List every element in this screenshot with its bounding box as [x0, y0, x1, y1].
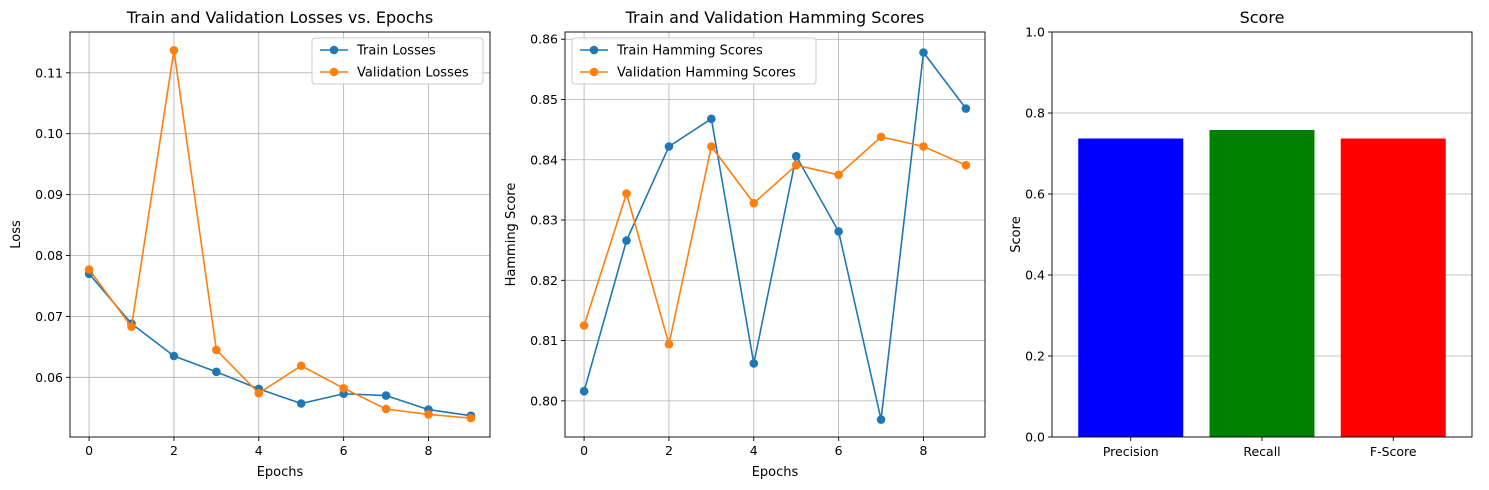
legend-label: Train Losses — [356, 44, 436, 59]
series-2-point — [339, 383, 348, 393]
axes-frame — [69, 31, 491, 438]
series-2-point — [622, 189, 631, 198]
series-2-point — [961, 160, 971, 170]
y-tick-label: 0.86 — [530, 32, 558, 47]
y-tick-label: 0.09 — [35, 187, 63, 202]
series-2-point — [381, 404, 391, 414]
y-axis-label: Score — [1009, 216, 1024, 252]
series-1-point — [622, 236, 631, 245]
y-axis-label: Hamming Score — [504, 183, 519, 287]
y-tick-label: 0.85 — [530, 92, 558, 107]
series-1-point — [961, 104, 971, 113]
y-tick-label: 0.80 — [530, 393, 558, 408]
series-2-point — [664, 339, 674, 349]
series-1-point — [834, 227, 843, 236]
series-1-point — [876, 415, 886, 424]
x-tick-label: 2 — [665, 443, 673, 458]
legend: Train Losses Validation Losses — [311, 37, 484, 85]
series-1-point — [212, 367, 221, 377]
x-tick-label: F-Score — [1370, 444, 1417, 459]
chart-title: Train and Validation Losses vs. Epochs — [126, 8, 433, 27]
x-tick-label: 6 — [835, 443, 843, 458]
x-tick-label: 6 — [340, 443, 348, 458]
x-tick-label: 0 — [580, 443, 588, 458]
y-tick-label: 0.4 — [1025, 268, 1045, 283]
chart-title: Score — [1240, 8, 1285, 27]
series-2-point — [707, 142, 716, 151]
x-tick-label: Recall — [1243, 444, 1280, 459]
series-line-1 — [88, 273, 472, 417]
y-tick-label: 0.2 — [1025, 349, 1045, 364]
series-2-point — [834, 170, 843, 180]
legend-marker-1 — [329, 45, 339, 55]
series-line-1 — [583, 50, 967, 420]
series-1-point — [169, 351, 179, 361]
series-2-point — [169, 45, 179, 55]
y-tick-label: 0.07 — [35, 309, 63, 324]
x-axis-label: Epochs — [257, 465, 304, 480]
y-tick-label: 0.08 — [35, 248, 63, 263]
chart-panel-1: 0.06 0.07 0.08 0.09 0.10 0.11 0 2 4 6 8 Train and V… — [9, 8, 491, 480]
legend-marker-2 — [329, 67, 339, 77]
chart-title: Train and Validation Hamming Scores — [625, 8, 925, 27]
chart-panel-3: 0.0 0.2 0.4 0.6 0.8 1.0 Precision Recall F-Score… — [1009, 8, 1473, 459]
y-tick-label: 0.8 — [1025, 106, 1045, 121]
series-2-point — [466, 413, 476, 423]
bar-f-score — [1340, 138, 1446, 437]
series-2-point — [127, 322, 136, 332]
x-axis-label: Epochs — [752, 465, 799, 480]
series-2-point — [919, 142, 928, 151]
series-line-2 — [88, 50, 471, 419]
series-2-point — [296, 361, 306, 371]
x-tick-label: 4 — [750, 443, 758, 458]
bar-precision — [1078, 138, 1184, 437]
series-1-point — [749, 359, 759, 368]
series-2-point — [579, 321, 589, 330]
series-2-point — [84, 265, 94, 274]
y-tick-label: 0.84 — [530, 152, 558, 167]
series-line-2 — [583, 135, 967, 345]
series-2-point — [212, 345, 221, 355]
legend-marker-2 — [589, 67, 599, 77]
y-tick-label: 1.0 — [1025, 25, 1045, 40]
series-1-point — [919, 48, 928, 57]
legend-label: Validation Hamming Scores — [617, 66, 796, 81]
legend-label: Train Hamming Scores — [616, 44, 763, 59]
y-tick-label: 0.83 — [530, 213, 558, 228]
series-1-point — [381, 391, 391, 400]
series-1-point — [579, 386, 589, 396]
bar-recall — [1209, 130, 1315, 437]
series-2-point — [876, 132, 886, 142]
x-tick-label: 4 — [255, 443, 263, 458]
chart-panel-2: 0.80 0.81 0.82 0.83 0.84 0.85 0.86 0 2 4 6 8 Train a… — [504, 8, 986, 480]
series-2-point — [791, 160, 801, 170]
y-tick-label: 0.06 — [35, 370, 63, 385]
y-tick-label: 0.0 — [1025, 430, 1045, 445]
legend-marker-1 — [589, 45, 599, 55]
legend-box — [571, 37, 817, 85]
axes-frame — [564, 31, 986, 438]
series-1-point — [791, 151, 801, 161]
x-tick-label: Precision — [1103, 444, 1159, 459]
series-1-point — [296, 399, 306, 408]
legend-box — [311, 37, 484, 85]
x-tick-label: 8 — [425, 443, 433, 458]
series-2-point — [749, 198, 759, 208]
series-2-point — [424, 410, 433, 419]
legend: Train Hamming Scores Validation Hamming S… — [571, 37, 817, 85]
y-tick-label: 0.11 — [35, 65, 63, 80]
series-1-point — [707, 114, 716, 124]
x-tick-label: 0 — [85, 443, 93, 458]
y-tick-label: 0.10 — [35, 126, 63, 141]
y-tick-label: 0.6 — [1025, 187, 1045, 202]
y-tick-label: 0.82 — [530, 273, 558, 288]
legend-label: Validation Losses — [357, 66, 469, 81]
x-tick-label: 2 — [170, 443, 178, 458]
y-tick-label: 0.81 — [530, 333, 558, 348]
series-1-point — [664, 142, 674, 151]
y-axis-label: Loss — [9, 220, 24, 249]
x-tick-label: 8 — [920, 443, 928, 458]
series-2-point — [254, 388, 264, 398]
